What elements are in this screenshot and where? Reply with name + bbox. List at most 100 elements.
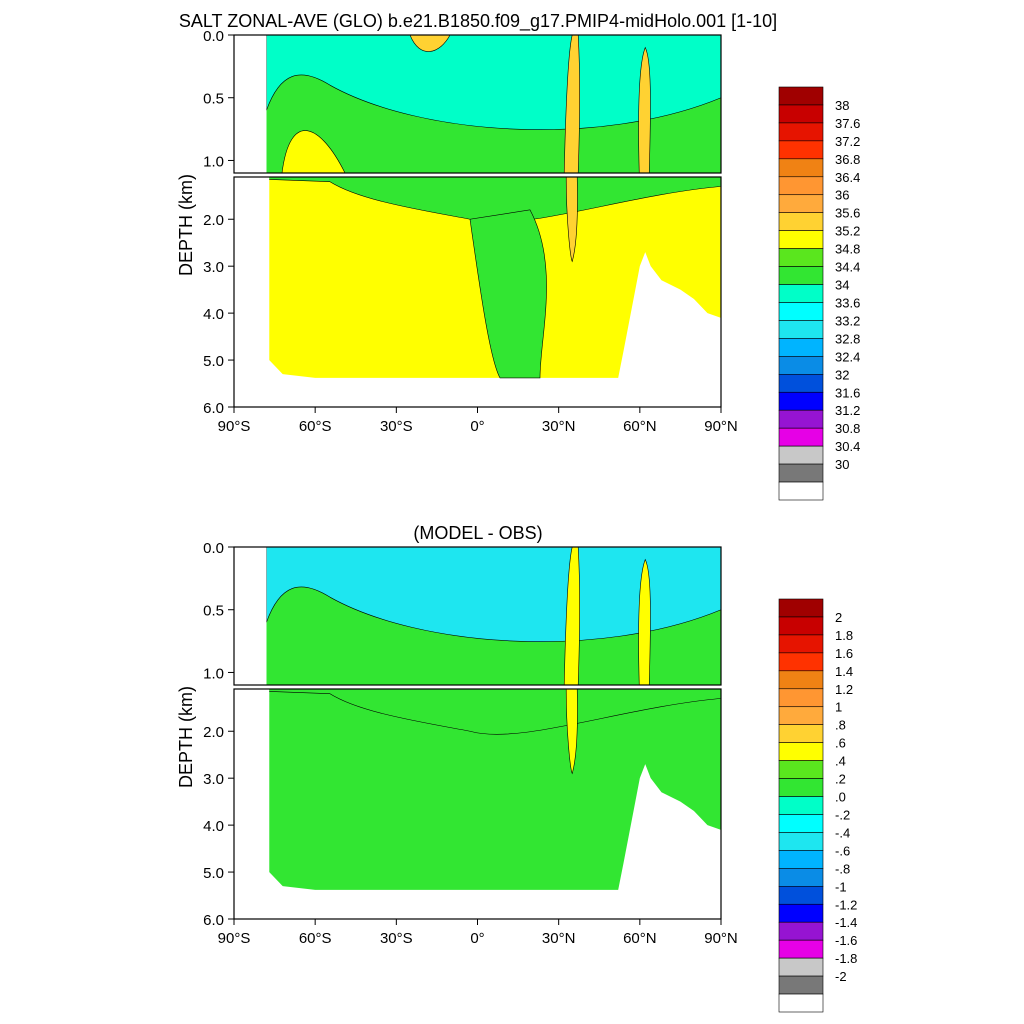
colorbar-label: -1.2 [835,897,857,912]
y-tick-label: 3.0 [203,259,224,276]
colorbar-label: 34.8 [835,242,860,257]
y-tick-label: 0.5 [203,91,224,108]
colorbar-label: -1.8 [835,951,857,966]
colorbar-box [778,140,824,160]
colorbar-label: -1 [835,879,847,894]
colorbar-box [778,616,824,636]
upper-depth-subplot [233,546,722,686]
colorbar-label: 34.4 [835,260,860,275]
y-tick-label: 6.0 [203,400,224,417]
y-tick-label: 2.0 [203,724,224,741]
colorbar-label: .0 [835,790,846,805]
y-axis-label: DEPTH (km) [176,686,196,788]
colorbar-label: .2 [835,772,846,787]
colorbar-box [778,356,824,375]
colorbar-box [778,374,824,393]
colorbar-box [778,903,824,923]
colorbar-box [778,993,824,1013]
colorbar-box [778,975,824,995]
upper-land-south [234,35,267,173]
colorbar-label: 36.8 [835,152,860,167]
lower-field-deep [269,689,721,890]
colorbar-box [778,598,824,618]
colorbar-box [778,921,824,941]
figure-title: SALT ZONAL-AVE (GLO) b.e21.B1850.f09_g17… [179,11,777,32]
colorbar-box [778,212,824,231]
colorbar-box [778,194,824,213]
upper-tongue-nordic [638,46,651,174]
x-tick-label: 30°S [380,930,413,947]
x-tick-label: 60°S [299,418,332,435]
x-axis: 90°S 60°S 30°S 0° 30°N 60°N 90°N [218,919,738,947]
colorbar-label: 30.4 [835,439,860,454]
colorbar-label: 30 [835,457,849,472]
y-axis: 0.0 0.5 1.0 2.0 3.0 4.0 5.0 6.0 DEPTH (km) [176,540,234,929]
colorbar-box [778,850,824,869]
x-tick-label: 90°S [218,930,251,947]
y-tick-label: 6.0 [203,912,224,929]
colorbar-box [778,742,824,761]
colorbar-label: 1.8 [835,628,853,643]
colorbar-label: -.2 [835,807,850,822]
colorbar-box [778,230,824,249]
colorbar-box [778,409,824,429]
colorbar-box [778,832,824,851]
upper-field-surface [266,34,722,130]
y-tick-label: 0.0 [203,540,224,557]
upper-field-high [281,130,346,174]
colorbar-box [778,796,824,815]
x-tick-label: 30°S [380,418,413,435]
x-tick-label: 60°N [623,930,657,947]
colorbar-box [778,778,824,797]
upper-frame [233,546,722,686]
lower-tongue-mediterranean [565,176,578,263]
colorbar-box [778,391,824,411]
colorbar-label: 38 [835,98,849,113]
colorbar-box [778,481,824,501]
y-tick-label: 4.0 [203,306,224,323]
colorbar-box [778,957,824,977]
colorbar-label: .6 [835,736,846,751]
colorbar-box [778,248,824,267]
colorbar-label: 32.4 [835,349,860,364]
colorbar-box [778,670,824,690]
colorbar-box [778,634,824,654]
colorbar-label: 37.2 [835,134,860,149]
colorbar-box [778,104,824,124]
x-tick-label: 60°S [299,930,332,947]
colorbar-label: 31.6 [835,385,860,400]
x-tick-label: 0° [470,930,484,947]
colorbar-box [778,724,824,743]
lower-tongue-mediterranean [565,688,578,775]
y-axis-label: DEPTH (km) [176,174,196,276]
colorbar-box [778,320,824,339]
colorbar-box [778,939,824,959]
x-axis: 90°S 60°S 30°S 0° 30°N 60°N 90°N [218,407,738,435]
colorbar-label: 35.6 [835,206,860,221]
colorbar-box [778,445,824,465]
colorbar-box [778,706,824,725]
colorbar-label: -.6 [835,843,850,858]
colorbar-box [778,176,824,196]
y-tick-label: 3.0 [203,771,224,788]
colorbar-label: 34 [835,278,849,293]
colorbar-box [778,760,824,779]
colorbar-label: 37.6 [835,116,860,131]
colorbar-label: 32 [835,367,849,382]
colorbar-box [778,158,824,178]
x-tick-label: 30°N [542,930,576,947]
colorbar-label: .8 [835,718,846,733]
lower-field-aabw [469,209,547,379]
colorbar-box [778,814,824,833]
colorbar-label: 33.6 [835,295,860,310]
colorbar-box [778,868,824,887]
colorbar-box [778,427,824,447]
colorbar-label: .4 [835,754,846,769]
y-axis: 0.0 0.5 1.0 2.0 3.0 4.0 5.0 6.0 DEPTH (km) [176,28,234,417]
colorbar: 38 37.6 37.2 36.8 36.4 36 35.6 35.2 34.8 34.4 34 33… [778,86,860,501]
lower-depth-subplot [233,688,722,920]
colorbar-label: 1.2 [835,682,853,697]
salinity-panel: 0.0 0.5 1.0 2.0 3.0 4.0 5.0 6.0 DEPTH (km) 90°S 60… [176,28,860,501]
upper-field-surface [266,546,722,642]
